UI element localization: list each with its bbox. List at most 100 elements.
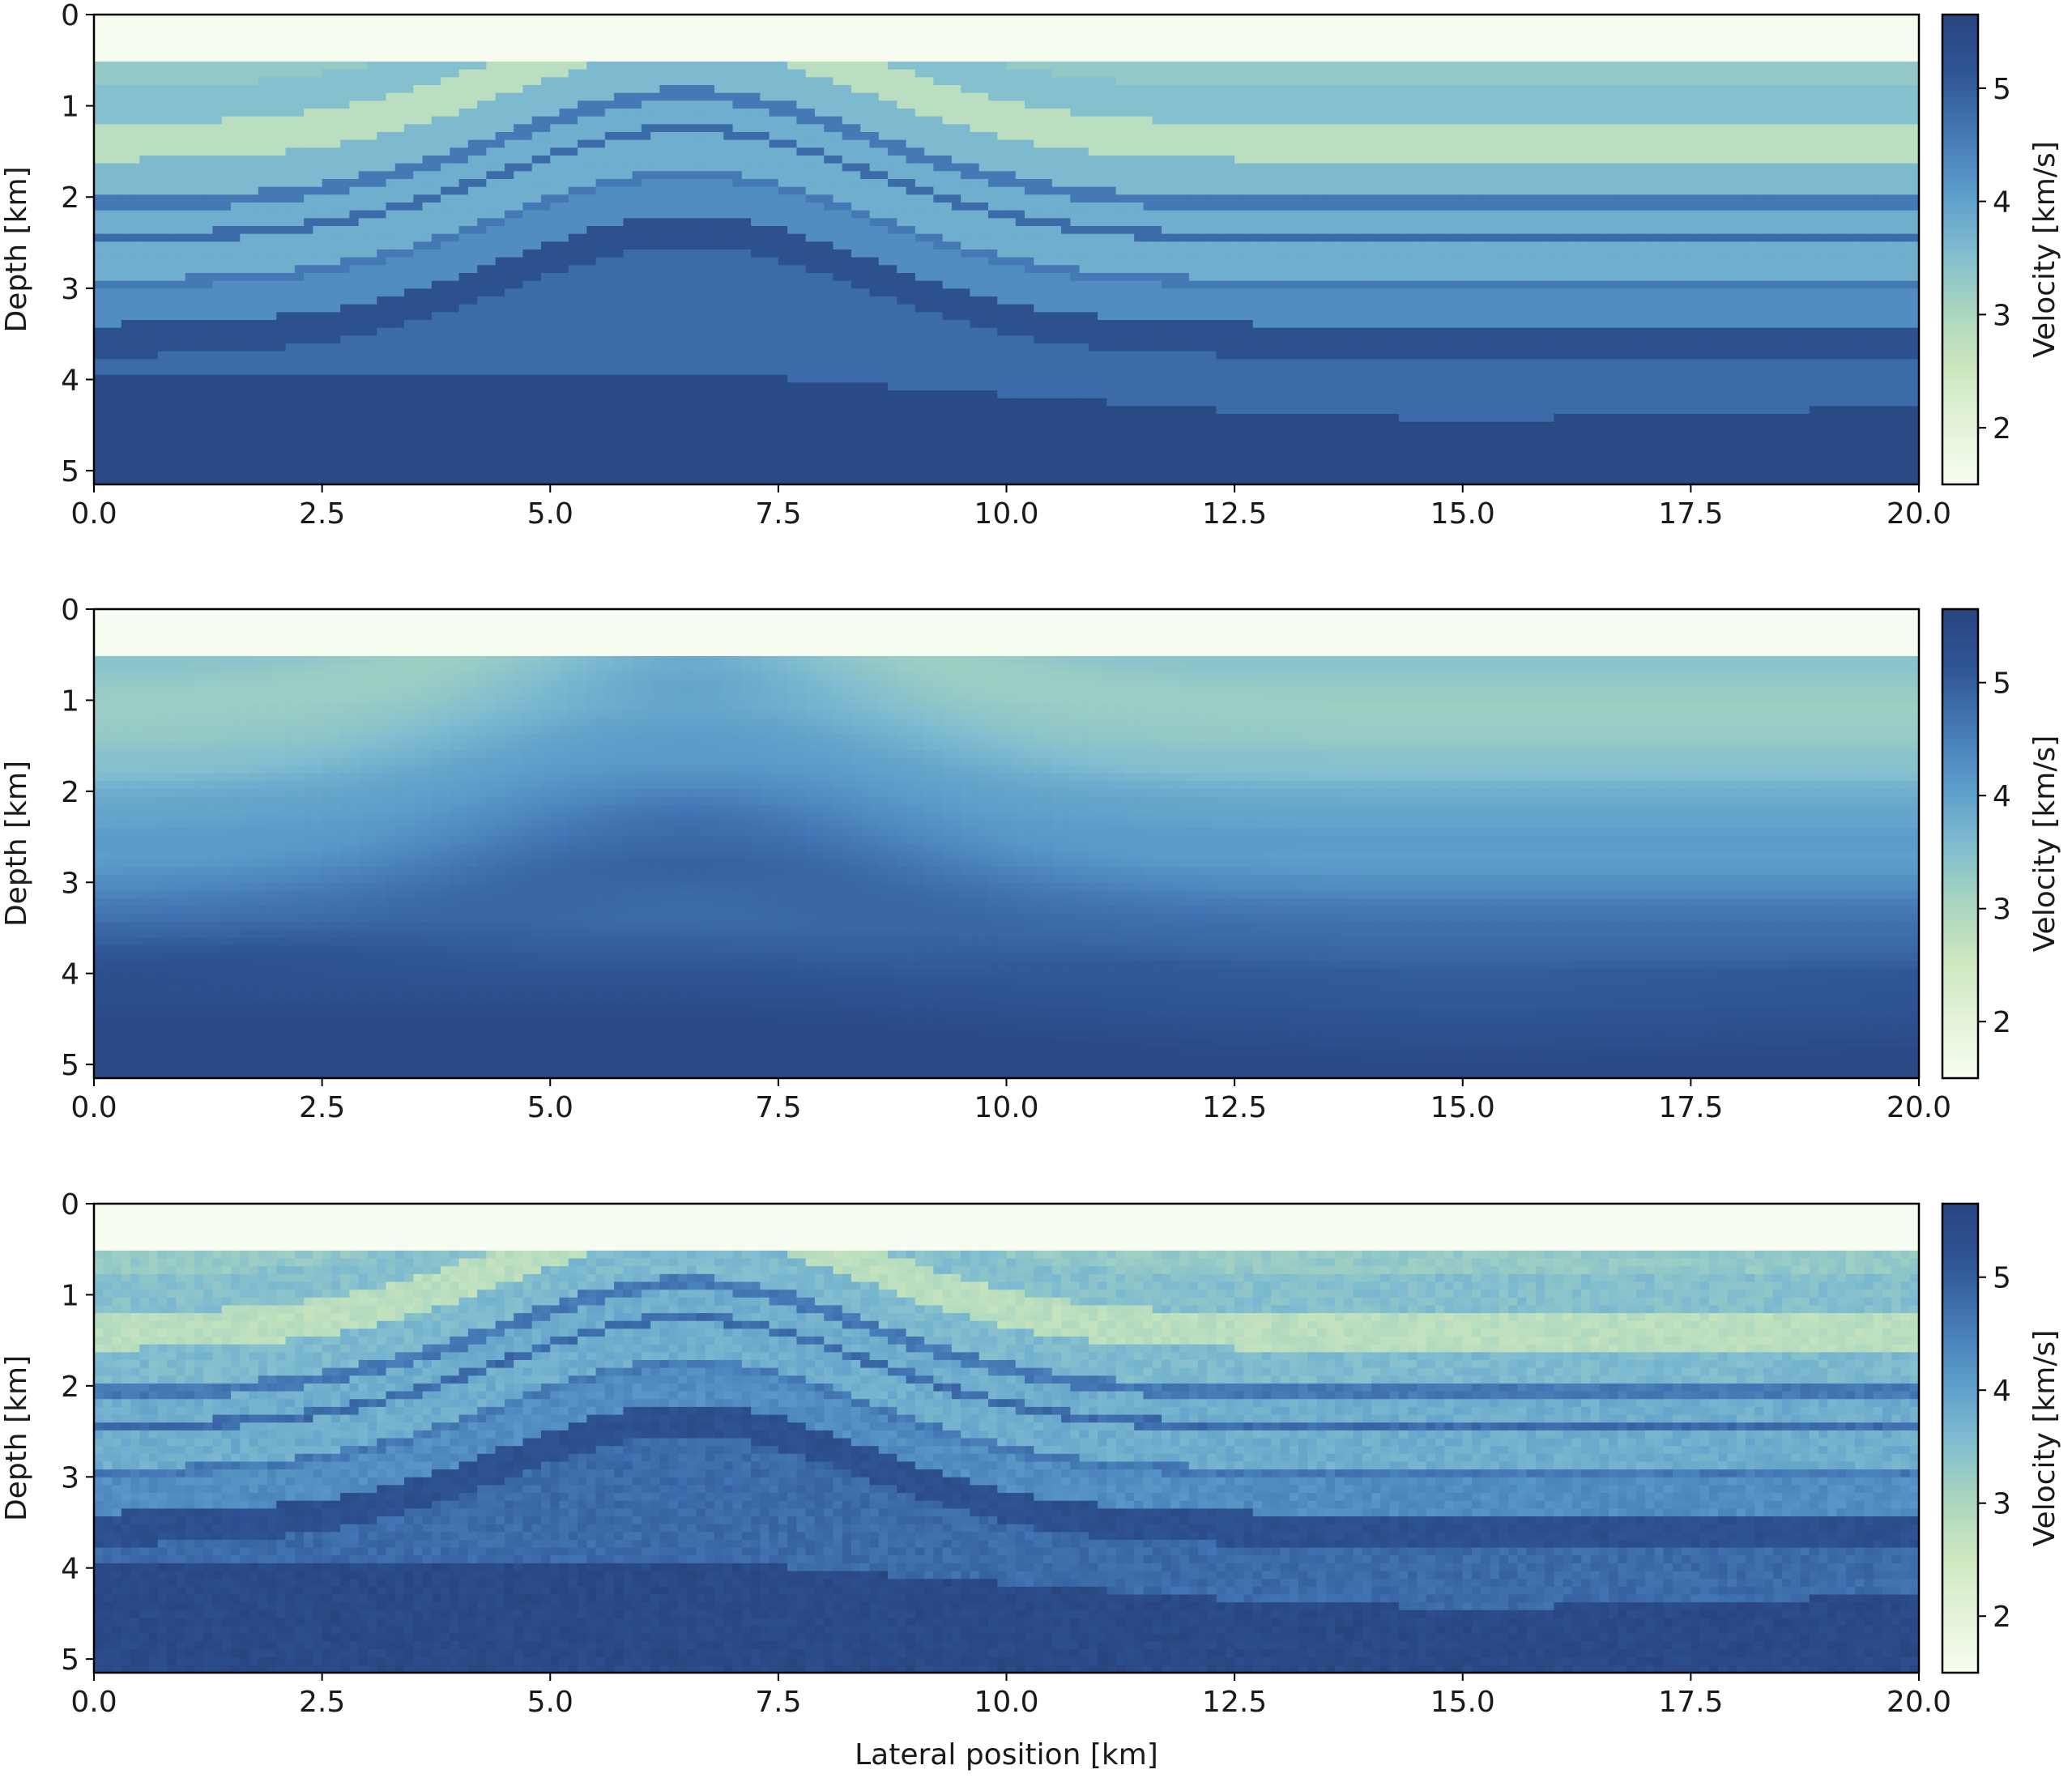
- heatmap-cell: [522, 62, 532, 70]
- heatmap-cell: [340, 53, 350, 62]
- heatmap-cell: [1217, 70, 1226, 78]
- heatmap-cell: [1690, 147, 1700, 156]
- heatmap-cell: [386, 132, 395, 140]
- heatmap-cell: [176, 23, 185, 31]
- heatmap-cell: [377, 132, 386, 140]
- heatmap-cell: [532, 46, 542, 54]
- heatmap-cell: [1453, 140, 1463, 148]
- heatmap-cell: [185, 147, 195, 156]
- heatmap-cell: [1153, 70, 1162, 78]
- heatmap-cell: [1143, 62, 1153, 70]
- heatmap-cell: [377, 109, 386, 117]
- heatmap-cell: [870, 140, 880, 148]
- heatmap-cell: [158, 117, 168, 125]
- heatmap-cell: [1153, 156, 1162, 164]
- heatmap-cell: [860, 93, 870, 101]
- heatmap-cell: [1125, 117, 1135, 125]
- heatmap-cell: [1737, 100, 1746, 109]
- heatmap-cell: [997, 93, 1007, 101]
- heatmap-cell: [706, 117, 715, 125]
- heatmap-cell: [1408, 23, 1418, 31]
- heatmap-cell: [1508, 124, 1518, 132]
- heatmap-cell: [1855, 93, 1865, 101]
- heatmap-cell: [569, 53, 578, 62]
- heatmap-cell: [1636, 100, 1646, 109]
- heatmap-cell: [286, 164, 296, 172]
- heatmap-cell: [1307, 30, 1317, 38]
- heatmap-cell: [423, 70, 433, 78]
- heatmap-cell: [933, 30, 943, 38]
- heatmap-cell: [1025, 117, 1034, 125]
- heatmap-cell: [1481, 38, 1490, 46]
- heatmap-cell: [249, 15, 259, 23]
- heatmap-cell: [787, 70, 797, 78]
- heatmap-cell: [979, 70, 989, 78]
- heatmap-cell: [1690, 100, 1700, 109]
- heatmap-cell: [988, 23, 998, 31]
- heatmap-cell: [1490, 85, 1500, 93]
- heatmap-cell: [1517, 77, 1527, 85]
- heatmap-cell: [1763, 93, 1773, 101]
- heatmap-cell: [915, 77, 925, 85]
- heatmap-cell: [313, 100, 322, 109]
- heatmap-cell: [1463, 156, 1473, 164]
- heatmap-cell: [231, 30, 241, 38]
- heatmap-cell: [267, 62, 277, 70]
- heatmap-cell: [706, 70, 715, 78]
- heatmap-cell: [796, 164, 806, 172]
- heatmap-cell: [714, 140, 724, 148]
- heatmap-cell: [1098, 15, 1107, 23]
- heatmap-cell: [1290, 77, 1299, 85]
- heatmap-cell: [1472, 156, 1482, 164]
- heatmap-cell: [1362, 23, 1372, 31]
- heatmap-cell: [1317, 147, 1327, 156]
- heatmap-cell: [1453, 30, 1463, 38]
- heatmap-cell: [1499, 85, 1509, 93]
- heatmap-cell: [1874, 15, 1883, 23]
- heatmap-cell: [806, 85, 816, 93]
- heatmap-cell: [532, 117, 542, 125]
- heatmap-cell: [742, 132, 752, 140]
- heatmap-cell: [751, 100, 761, 109]
- heatmap-cell: [1362, 15, 1372, 23]
- heatmap-cell: [1354, 117, 1363, 125]
- heatmap-cell: [1572, 93, 1582, 101]
- heatmap-cell: [541, 93, 551, 101]
- heatmap-cell: [1217, 156, 1226, 164]
- heatmap-cell: [267, 147, 277, 156]
- heatmap-cell: [395, 30, 405, 38]
- heatmap-cell: [642, 62, 651, 70]
- heatmap-cell: [1253, 70, 1263, 78]
- heatmap-cell: [1810, 62, 1819, 70]
- heatmap-cell: [943, 109, 953, 117]
- heatmap-cell: [340, 46, 350, 54]
- heatmap-cell: [249, 70, 259, 78]
- heatmap-cell: [368, 109, 377, 117]
- heatmap-cell: [1746, 140, 1755, 148]
- heatmap-cell: [933, 77, 943, 85]
- heatmap-cell: [1435, 124, 1445, 132]
- heatmap-cell: [714, 124, 724, 132]
- heatmap-cell: [1791, 70, 1801, 78]
- heatmap-cell: [122, 132, 131, 140]
- heatmap-cell: [1234, 62, 1244, 70]
- heatmap-cell: [1527, 156, 1537, 164]
- heatmap-cell: [796, 100, 806, 109]
- heatmap-cell: [633, 147, 642, 156]
- heatmap-cell: [176, 38, 185, 46]
- heatmap-cell: [1435, 85, 1445, 93]
- heatmap-cell: [1390, 46, 1400, 54]
- heatmap-cell: [450, 30, 459, 38]
- heatmap-cell: [1043, 38, 1053, 46]
- heatmap-cell: [1317, 46, 1327, 54]
- heatmap-cell: [486, 62, 496, 70]
- heatmap-cell: [1371, 156, 1381, 164]
- heatmap-cell: [359, 132, 369, 140]
- heatmap-cell: [386, 38, 395, 46]
- heatmap-cell: [1052, 109, 1062, 117]
- heatmap-cell: [778, 15, 788, 23]
- heatmap-cell: [1563, 62, 1573, 70]
- heatmap-cell: [1690, 38, 1700, 46]
- heatmap-cell: [1527, 117, 1537, 125]
- heatmap-cell: [1563, 132, 1573, 140]
